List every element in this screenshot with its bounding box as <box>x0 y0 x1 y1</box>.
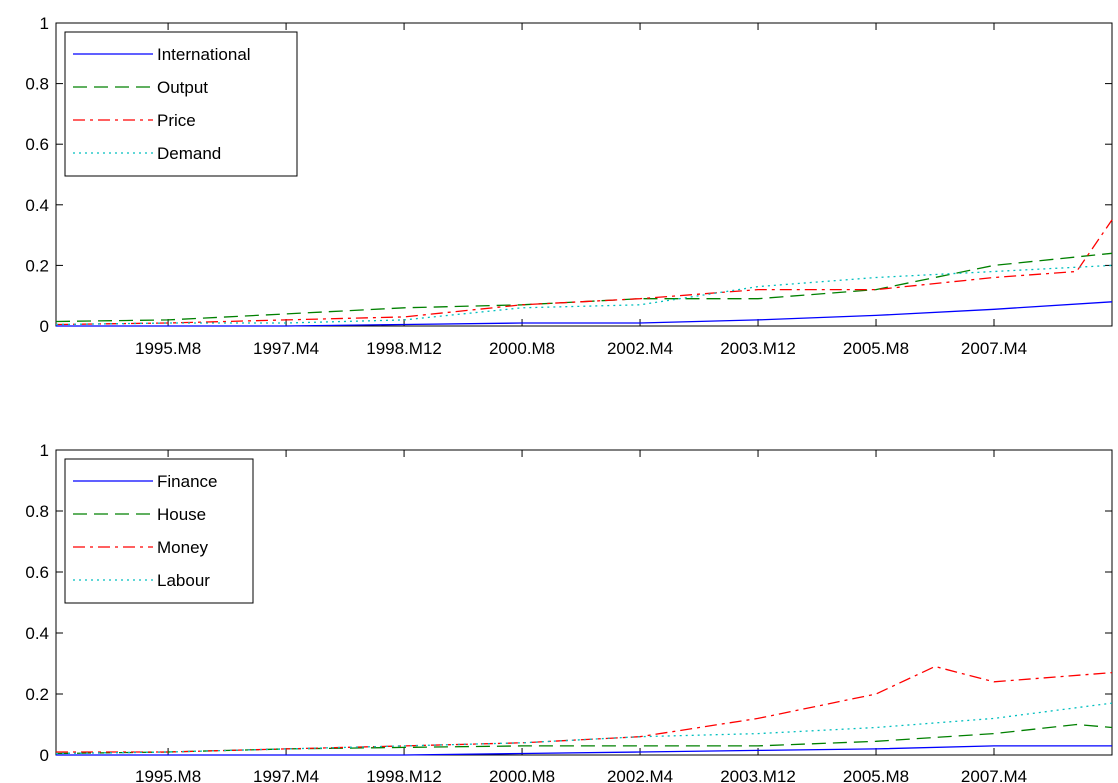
legend-label: Finance <box>157 472 217 491</box>
x-tick-label: 2002.M4 <box>607 767 673 783</box>
x-tick-label: 2007.M4 <box>961 767 1027 783</box>
y-tick-label: 0.4 <box>25 624 49 643</box>
legend-label: Output <box>157 78 208 97</box>
legend-label: House <box>157 505 206 524</box>
x-tick-label: 2000.M8 <box>489 767 555 783</box>
y-tick-label: 1 <box>40 14 49 33</box>
x-tick-label: 1997.M4 <box>253 339 319 358</box>
x-tick-label: 2007.M4 <box>961 339 1027 358</box>
x-tick-label: 2005.M8 <box>843 339 909 358</box>
y-tick-label: 0.6 <box>25 563 49 582</box>
y-tick-label: 0 <box>40 746 49 765</box>
series-line-finance <box>56 745 1112 756</box>
x-tick-label: 1998.M12 <box>366 767 442 783</box>
chart-panel-2: 0 0.2 0.4 0.6 0.8 1 1995.M8 1997.M4 1998.M12 2000… <box>25 441 1113 783</box>
series-line-money <box>56 665 1113 753</box>
x-tick-label: 1995.M8 <box>135 339 201 358</box>
series-line-house <box>55 723 1113 755</box>
x-tick-label: 1998.M12 <box>366 339 442 358</box>
legend-box <box>64 31 298 177</box>
x-tick-label: 2005.M8 <box>843 767 909 783</box>
legend-label: Demand <box>157 144 221 163</box>
legend-label: Money <box>157 538 209 557</box>
x-tick-label: 2002.M4 <box>607 339 673 358</box>
legend-label: International <box>157 45 251 64</box>
y-tick-label: 0.8 <box>25 75 49 94</box>
chart-panel-1: 0 0.2 0.4 0.6 0.8 1 1995.M8 1997.M4 1998.M12 2000… <box>25 14 1113 358</box>
y-tick-label: 0 <box>40 317 49 336</box>
y-tick-label: 0.4 <box>25 196 49 215</box>
y-tick-label: 0.2 <box>25 256 49 275</box>
x-tick-label: 1995.M8 <box>135 767 201 783</box>
series-line-international <box>56 301 1113 327</box>
series-line-price <box>55 219 1113 326</box>
x-tick-label: 2000.M8 <box>489 339 555 358</box>
y-tick-label: 0.6 <box>25 135 49 154</box>
y-tick-label: 0.8 <box>25 502 49 521</box>
legend-label: Price <box>157 111 196 130</box>
x-tick-label: 1997.M4 <box>253 767 319 783</box>
x-tick-label: 2003.M12 <box>720 339 796 358</box>
y-tick-label: 1 <box>40 441 49 460</box>
legend-label: Labour <box>157 571 210 590</box>
x-tick-label: 2003.M12 <box>720 767 796 783</box>
y-tick-label: 0.2 <box>25 685 49 704</box>
legend-box <box>64 458 254 604</box>
